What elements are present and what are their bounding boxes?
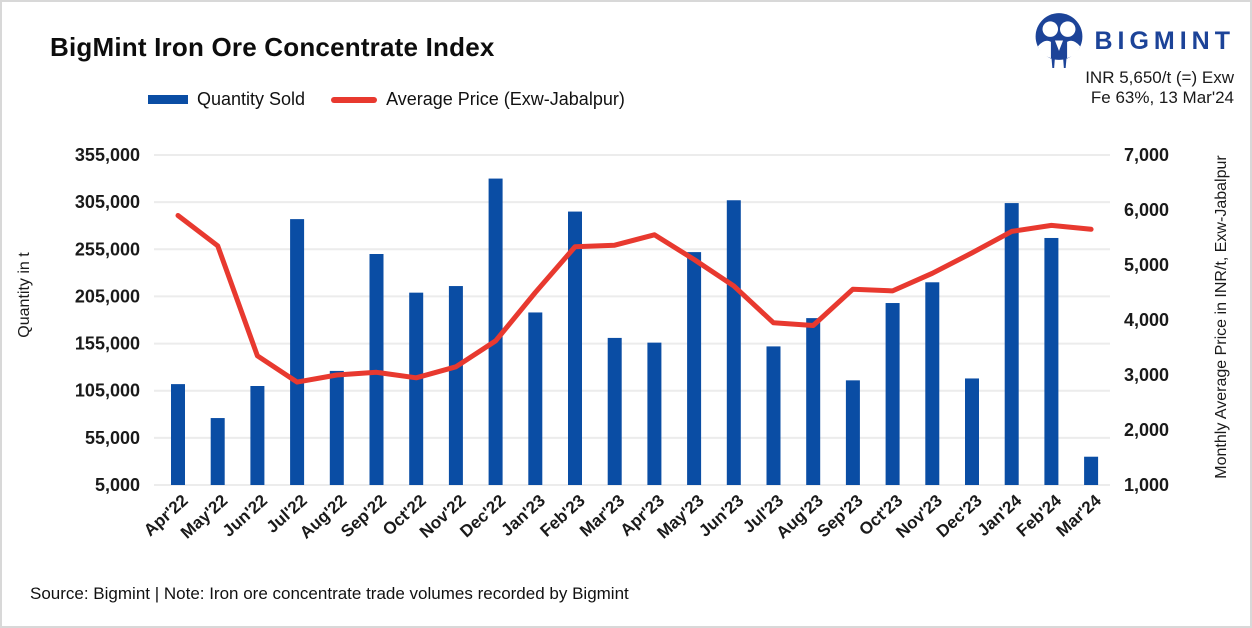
y-left-tick-label: 105,000	[75, 381, 140, 401]
bar-Jun'22	[250, 386, 265, 485]
y-left-tick-label: 205,000	[75, 286, 140, 306]
y-left-tick-label: 155,000	[75, 334, 140, 354]
x-tick-label: Mar'23	[576, 491, 628, 541]
brand-block: BIGMINT	[1032, 12, 1235, 70]
y-right-tick-label: 3,000	[1124, 365, 1169, 385]
y-left-tick-label: 5,000	[95, 475, 140, 495]
y-right-tick-label: 4,000	[1124, 310, 1169, 330]
bar-Jun'23	[726, 200, 741, 485]
price-line	[175, 213, 1094, 385]
x-tick-label: Sep'22	[337, 491, 390, 541]
x-tick-label: Jun'23	[695, 491, 747, 541]
chart-legend: Quantity Sold Average Price (Exw-Jabalpu…	[148, 89, 625, 110]
bar-Nov'23	[925, 282, 940, 485]
bigmint-logo-icon	[1036, 13, 1083, 68]
legend-item-quantity: Quantity Sold	[148, 89, 305, 110]
bar-May'22	[210, 418, 225, 485]
x-tick-label: Dec'22	[456, 491, 509, 541]
bar-Nov'22	[448, 286, 463, 485]
y-left-tick-label: 255,000	[75, 239, 140, 259]
bar-Oct'23	[885, 303, 900, 485]
bar-Dec'22	[488, 178, 503, 486]
bar-Aug'22	[329, 370, 344, 485]
y-right-tick-label: 6,000	[1124, 200, 1169, 220]
left-axis-title: Quantity in t	[16, 252, 33, 338]
bar-Apr'23	[647, 342, 662, 485]
y-right-tick-label: 2,000	[1124, 420, 1169, 440]
y-right-tick-label: 5,000	[1124, 255, 1169, 275]
y-left-tick-label: 355,000	[75, 145, 140, 165]
y-right-tick-label: 1,000	[1124, 475, 1169, 495]
bar-Oct'22	[409, 292, 424, 485]
bar-Aug'23	[806, 318, 821, 485]
y-right-tick-label: 7,000	[1124, 145, 1169, 165]
bar-May'23	[687, 252, 702, 485]
index-price-note: INR 5,650/t (=) Exw Fe 63%, 13 Mar'24	[1085, 68, 1234, 108]
source-note: Source: Bigmint | Note: Iron ore concent…	[30, 584, 629, 603]
bar-Jan'23	[528, 312, 543, 485]
y-left-tick-label: 305,000	[75, 192, 140, 212]
legend-label-price: Average Price (Exw-Jabalpur)	[386, 89, 625, 109]
x-tick-label: Dec'23	[933, 491, 986, 541]
legend-item-price: Average Price (Exw-Jabalpur)	[331, 89, 625, 110]
y-left-tick-label: 55,000	[85, 428, 140, 448]
x-tick-label: Jun'22	[219, 491, 271, 541]
legend-label-quantity: Quantity Sold	[197, 89, 306, 109]
price-swatch-icon	[331, 96, 378, 103]
bar-Jul'22	[290, 219, 305, 485]
bar-Apr'22	[171, 384, 185, 485]
bar-Sep'22	[369, 254, 384, 485]
bar-Mar'23	[607, 337, 622, 485]
bar-Jul'23	[766, 346, 781, 485]
index-price-line1: INR 5,650/t (=) Exw	[1085, 68, 1234, 87]
right-axis-title: Monthly Average Price in INR/t, Exw-Jaba…	[1213, 155, 1230, 479]
bar-Feb'24	[1044, 237, 1059, 485]
bar-Mar'24	[1084, 456, 1099, 485]
brand-wordmark: BIGMINT	[1094, 26, 1235, 55]
bar-Jan'24	[1004, 203, 1019, 486]
bar-Dec'23	[965, 378, 979, 485]
page-title: BigMint Iron Ore Concentrate Index	[50, 32, 495, 62]
quantity-swatch-icon	[148, 95, 188, 104]
bar-Feb'23	[568, 211, 582, 486]
index-price-line2: Fe 63%, 13 Mar'24	[1090, 88, 1234, 107]
x-tick-label: Mar'24	[1053, 490, 1106, 540]
bar-Sep'23	[845, 380, 860, 485]
x-tick-label: Sep'23	[814, 491, 867, 541]
